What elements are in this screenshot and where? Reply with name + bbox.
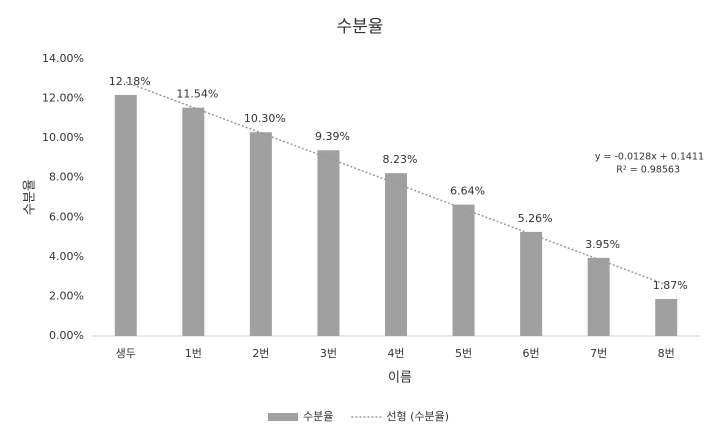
x-tick-label: 6번	[523, 347, 540, 360]
legend-label: 선형 (수분율)	[386, 410, 449, 423]
trend-equation: y = -0.0128x + 0.1411	[595, 152, 704, 163]
data-label: 11.54%	[176, 88, 218, 101]
bar	[385, 173, 407, 336]
bar	[317, 150, 340, 336]
y-tick-label: 10.00%	[42, 131, 84, 144]
y-tick-label: 12.00%	[42, 92, 84, 105]
bar	[114, 95, 137, 336]
legend-swatch	[268, 413, 298, 421]
y-tick-label: 8.00%	[49, 171, 84, 184]
x-tick-label: 4번	[387, 347, 404, 360]
y-tick-label: 2.00%	[49, 289, 84, 302]
data-label: 10.30%	[244, 112, 286, 125]
y-tick-label: 14.00%	[42, 52, 84, 65]
y-tick-label: 0.00%	[49, 329, 84, 342]
legend-label: 수분율	[303, 410, 333, 423]
x-tick-label: 1번	[185, 347, 202, 360]
bar	[655, 299, 678, 336]
x-tick-label: 8번	[658, 347, 675, 360]
bar	[520, 231, 543, 336]
chart-title: 수분율	[337, 17, 384, 37]
data-label: 9.39%	[315, 130, 350, 143]
bar	[182, 107, 205, 337]
x-tick-label: 생두	[116, 347, 136, 360]
x-tick-label: 3번	[320, 347, 337, 360]
x-axis-title: 이름	[388, 371, 412, 386]
trend-line	[125, 81, 667, 286]
data-label: 6.64%	[450, 185, 485, 198]
x-tick-label: 7번	[590, 347, 607, 360]
y-axis-title: 수분율	[23, 179, 38, 215]
bar	[452, 204, 475, 336]
data-label: 5.26%	[518, 212, 553, 225]
y-tick-label: 6.00%	[49, 210, 84, 223]
data-label: 8.23%	[383, 153, 418, 166]
data-label: 12.18%	[109, 75, 151, 88]
data-label: 3.95%	[585, 238, 620, 251]
bar	[587, 257, 610, 336]
trend-r2: R² = 0.98563	[616, 165, 680, 176]
x-tick-label: 5번	[455, 347, 472, 360]
bar	[249, 132, 272, 336]
x-tick-label: 2번	[252, 347, 269, 360]
data-label: 1.87%	[653, 279, 688, 292]
y-tick-label: 4.00%	[49, 250, 84, 263]
